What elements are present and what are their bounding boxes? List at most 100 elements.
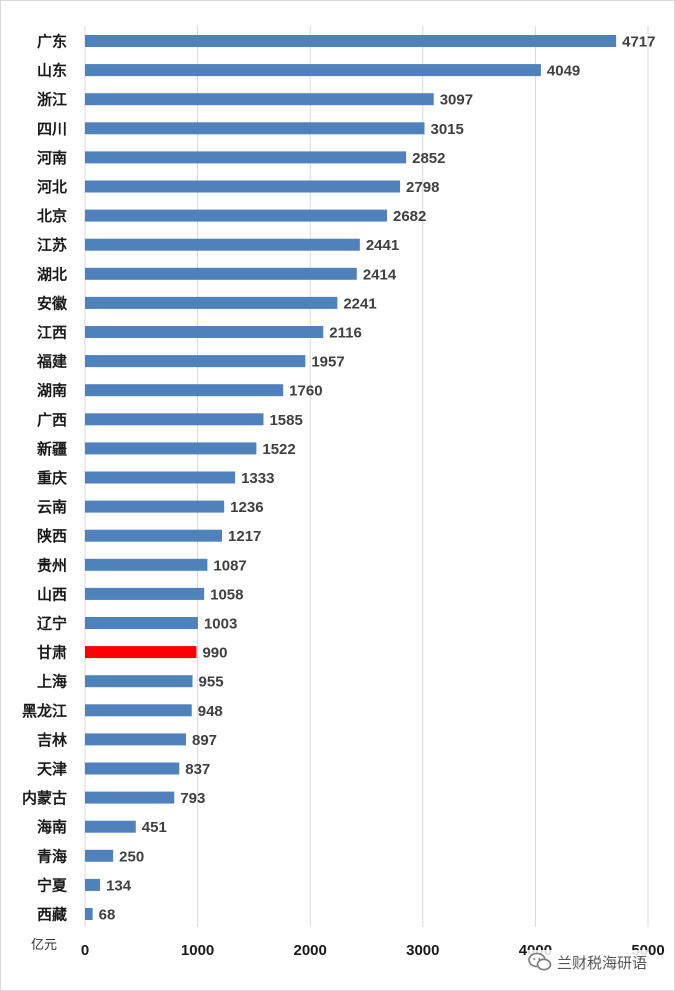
- bar: [85, 64, 541, 77]
- bar: [85, 675, 193, 688]
- bar: [85, 442, 257, 455]
- x-tick-label: 2000: [294, 942, 327, 959]
- category-label: 贵州: [37, 556, 67, 574]
- data-label: 1003: [204, 616, 237, 633]
- x-tick-label: 3000: [406, 942, 439, 959]
- data-label: 2414: [363, 266, 397, 283]
- bar: [85, 238, 360, 251]
- bar: [85, 355, 306, 368]
- data-label: 837: [185, 761, 210, 778]
- bar: [85, 529, 223, 542]
- bar: [85, 500, 225, 513]
- data-label: 3097: [440, 92, 473, 109]
- data-label: 4717: [622, 34, 655, 51]
- data-label: 948: [198, 703, 223, 720]
- data-label: 1236: [230, 499, 263, 516]
- category-label: 四川: [37, 120, 67, 138]
- bar: [85, 587, 205, 600]
- wechat-icon: [528, 952, 552, 971]
- data-label: 2441: [366, 237, 399, 254]
- category-label: 云南: [37, 498, 67, 516]
- bar: [85, 849, 114, 862]
- data-label: 4049: [547, 63, 580, 80]
- category-label: 青海: [37, 847, 67, 865]
- category-label: 广东: [37, 33, 67, 51]
- category-label: 西藏: [37, 906, 67, 924]
- data-label: 990: [202, 645, 227, 662]
- bar: [85, 558, 208, 571]
- x-tick-label: 1000: [181, 942, 214, 959]
- category-label: 山西: [37, 585, 67, 603]
- bar: [85, 151, 407, 164]
- data-label: 2852: [412, 150, 445, 167]
- category-label: 福建: [36, 353, 68, 371]
- bar: [85, 733, 187, 746]
- category-label: 天津: [37, 760, 67, 778]
- bar: [85, 326, 324, 338]
- category-label: 甘肃: [37, 644, 67, 662]
- category-label: 内蒙古: [22, 789, 67, 807]
- category-label: 吉林: [37, 731, 68, 749]
- category-label: 新疆: [37, 440, 67, 458]
- bar: [85, 704, 192, 717]
- bar: [85, 122, 425, 135]
- bar: [85, 617, 198, 629]
- watermark: 兰财税海研语: [527, 950, 648, 974]
- data-label: 955: [199, 674, 224, 691]
- category-label: 辽宁: [37, 615, 67, 633]
- data-label: 2682: [393, 208, 426, 225]
- category-label: 浙江: [37, 91, 67, 109]
- bar: [85, 471, 236, 484]
- bar: [85, 267, 357, 280]
- data-label: 1585: [269, 412, 302, 429]
- x-tick-label: 0: [81, 942, 89, 959]
- bar: [85, 820, 136, 833]
- category-label: 山东: [37, 62, 67, 80]
- data-label: 1087: [213, 557, 246, 574]
- data-label: 134: [106, 877, 132, 894]
- value-labels: 4717 4049 3097 3015 2852 2798 2682 2441 2414 2241…: [99, 34, 656, 924]
- bar: [85, 209, 387, 222]
- bar: [85, 413, 264, 426]
- data-label: 250: [119, 848, 144, 865]
- data-label: 2241: [343, 295, 376, 312]
- bar: [85, 762, 180, 775]
- bar: [85, 296, 338, 309]
- category-labels: 广东山东浙江四川河南河北北京江苏湖北安徽江西福建湖南广西新疆重庆云南陕西贵州山西…: [22, 33, 68, 924]
- category-label: 江苏: [37, 236, 67, 254]
- category-label: 陕西: [37, 527, 67, 545]
- bar: [85, 791, 175, 804]
- data-label: 451: [142, 819, 167, 836]
- data-label: 897: [192, 732, 217, 749]
- bar: [85, 384, 284, 397]
- category-label: 湖南: [37, 382, 67, 400]
- data-label: 1058: [210, 586, 243, 603]
- category-label: 宁夏: [37, 876, 68, 894]
- bar: [85, 180, 401, 193]
- category-label: 河北: [37, 178, 67, 196]
- data-label: 1760: [289, 383, 322, 400]
- data-label: 1217: [228, 528, 261, 545]
- gridlines: [84, 26, 649, 927]
- data-label: 1522: [262, 441, 295, 458]
- category-label: 海南: [37, 818, 67, 836]
- category-label: 重庆: [37, 469, 67, 487]
- category-label: 江西: [37, 324, 67, 342]
- data-label: 68: [99, 907, 116, 924]
- category-label: 广西: [37, 411, 67, 429]
- category-label: 上海: [37, 673, 67, 691]
- bars: [85, 35, 617, 920]
- category-label: 北京: [37, 207, 67, 225]
- bar: [85, 878, 101, 891]
- category-label: 安徽: [37, 294, 68, 312]
- bar: [85, 908, 93, 920]
- category-label: 黑龙江: [22, 702, 67, 720]
- unit-label: 亿元: [31, 938, 57, 953]
- category-label: 湖北: [37, 265, 67, 283]
- data-label: 3015: [430, 121, 463, 138]
- data-label: 793: [180, 790, 205, 807]
- category-label: 河南: [37, 149, 67, 167]
- watermark-text: 兰财税海研语: [557, 953, 648, 972]
